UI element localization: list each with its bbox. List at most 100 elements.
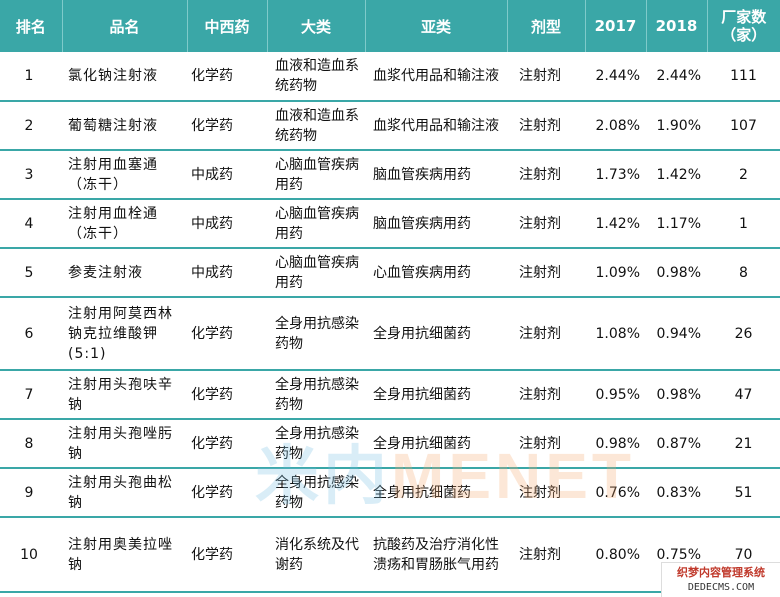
cell-2017: 0.95% <box>585 370 646 420</box>
table-row: 1 氯化钠注射液 化学药 血液和造血系统药物 血浆代用品和输注液 注射剂 2.44% 2.44… <box>0 52 780 102</box>
cell-rank: 2 <box>0 101 62 151</box>
cell-subcategory: 全身用抗细菌药 <box>365 468 507 518</box>
cell-name: 氯化钠注射液 <box>62 52 187 102</box>
cell-subcategory: 血浆代用品和输注液 <box>365 101 507 151</box>
cell-2018: 1.42% <box>646 150 707 200</box>
cell-makers: 8 <box>707 248 780 298</box>
cell-2017: 2.44% <box>585 52 646 102</box>
corner-logo: 织梦内容管理系统 DEDECMS.COM <box>661 562 780 597</box>
table-row: 7 注射用头孢呋辛钠 化学药 全身用抗感染药物 全身用抗细菌药 注射剂 0.95% 0.98%… <box>0 370 780 420</box>
cell-kind: 中成药 <box>187 248 267 298</box>
cell-subcategory: 全身用抗细菌药 <box>365 419 507 469</box>
cell-form: 注射剂 <box>507 199 585 249</box>
cell-rank: 6 <box>0 297 62 371</box>
cell-category: 血液和造血系统药物 <box>267 101 365 151</box>
cell-subcategory: 全身用抗细菌药 <box>365 370 507 420</box>
table-row: 2 葡萄糖注射液 化学药 血液和造血系统药物 血浆代用品和输注液 注射剂 2.08% 1.90… <box>0 101 780 151</box>
cell-category: 心脑血管疾病用药 <box>267 248 365 298</box>
cell-name: 注射用头孢唑肟钠 <box>62 419 187 469</box>
table-header-row: 排名 品名 中西药 大类 亚类 剂型 2017 2018 厂家数（家） <box>0 0 780 52</box>
header-rank: 排名 <box>0 0 63 52</box>
cell-kind: 中成药 <box>187 199 267 249</box>
cell-category: 全身用抗感染药物 <box>267 370 365 420</box>
table-row: 6 注射用阿莫西林钠克拉维酸钾(5:1) 化学药 全身用抗感染药物 全身用抗细菌药 注射剂… <box>0 297 780 371</box>
cell-category: 全身用抗感染药物 <box>267 419 365 469</box>
corner-logo-line2: DEDECMS.COM <box>687 582 755 593</box>
cell-makers: 2 <box>707 150 780 200</box>
cell-form: 注射剂 <box>507 150 585 200</box>
cell-2018: 2.44% <box>646 52 707 102</box>
cell-subcategory: 血浆代用品和输注液 <box>365 52 507 102</box>
cell-name: 注射用血栓通（冻干） <box>62 199 187 249</box>
cell-name: 注射用奥美拉唑钠 <box>62 517 187 593</box>
table-row: 3 注射用血塞通（冻干） 中成药 心脑血管疾病用药 脑血管疾病用药 注射剂 1.73% 1.4… <box>0 150 780 200</box>
cell-kind: 化学药 <box>187 517 267 593</box>
cell-name: 注射用血塞通（冻干） <box>62 150 187 200</box>
cell-name: 注射用阿莫西林钠克拉维酸钾(5:1) <box>62 297 187 371</box>
cell-subcategory: 脑血管疾病用药 <box>365 199 507 249</box>
cell-2018: 0.87% <box>646 419 707 469</box>
cell-subcategory: 脑血管疾病用药 <box>365 150 507 200</box>
cell-makers: 51 <box>707 468 780 518</box>
cell-makers: 26 <box>707 297 780 371</box>
cell-category: 消化系统及代谢药 <box>267 517 365 593</box>
header-form: 剂型 <box>507 0 586 52</box>
cell-makers: 1 <box>707 199 780 249</box>
cell-form: 注射剂 <box>507 101 585 151</box>
cell-2017: 2.08% <box>585 101 646 151</box>
cell-category: 血液和造血系统药物 <box>267 52 365 102</box>
header-name: 品名 <box>62 0 188 52</box>
cell-form: 注射剂 <box>507 297 585 371</box>
cell-2017: 0.76% <box>585 468 646 518</box>
cell-subcategory: 抗酸药及治疗消化性溃疡和胃肠胀气用药 <box>365 517 507 593</box>
cell-form: 注射剂 <box>507 370 585 420</box>
cell-rank: 10 <box>0 517 62 593</box>
cell-2017: 0.80% <box>585 517 646 593</box>
cell-2017: 1.08% <box>585 297 646 371</box>
cell-rank: 1 <box>0 52 62 102</box>
corner-logo-line1: 织梦内容管理系统 <box>677 566 765 579</box>
table-row: 10 注射用奥美拉唑钠 化学药 消化系统及代谢药 抗酸药及治疗消化性溃疡和胃肠胀气用药注… <box>0 517 780 593</box>
cell-rank: 7 <box>0 370 62 420</box>
cell-rank: 5 <box>0 248 62 298</box>
cell-form: 注射剂 <box>507 468 585 518</box>
cell-rank: 3 <box>0 150 62 200</box>
cell-2018: 0.83% <box>646 468 707 518</box>
cell-kind: 中成药 <box>187 150 267 200</box>
cell-2018: 1.17% <box>646 199 707 249</box>
table-row: 9 注射用头孢曲松钠 化学药 全身用抗感染药物 全身用抗细菌药 注射剂 0.76% 0.83%… <box>0 468 780 518</box>
cell-category: 心脑血管疾病用药 <box>267 150 365 200</box>
cell-name: 葡萄糖注射液 <box>62 101 187 151</box>
cell-category: 全身用抗感染药物 <box>267 468 365 518</box>
table-row: 5 参麦注射液 中成药 心脑血管疾病用药 心血管疾病用药 注射剂 1.09% 0.98% 8 <box>0 248 780 298</box>
cell-kind: 化学药 <box>187 101 267 151</box>
cell-2018: 0.98% <box>646 248 707 298</box>
cell-form: 注射剂 <box>507 248 585 298</box>
cell-makers: 21 <box>707 419 780 469</box>
cell-form: 注射剂 <box>507 517 585 593</box>
cell-2017: 1.73% <box>585 150 646 200</box>
cell-kind: 化学药 <box>187 370 267 420</box>
header-kind: 中西药 <box>187 0 268 52</box>
cell-2018: 0.94% <box>646 297 707 371</box>
cell-2017: 0.98% <box>585 419 646 469</box>
cell-name: 注射用头孢呋辛钠 <box>62 370 187 420</box>
cell-kind: 化学药 <box>187 52 267 102</box>
cell-rank: 8 <box>0 419 62 469</box>
cell-subcategory: 心血管疾病用药 <box>365 248 507 298</box>
cell-name: 参麦注射液 <box>62 248 187 298</box>
cell-rank: 4 <box>0 199 62 249</box>
cell-kind: 化学药 <box>187 468 267 518</box>
table-row: 8 注射用头孢唑肟钠 化学药 全身用抗感染药物 全身用抗细菌药 注射剂 0.98% 0.87%… <box>0 419 780 469</box>
cell-2018: 0.98% <box>646 370 707 420</box>
cell-form: 注射剂 <box>507 419 585 469</box>
cell-makers: 107 <box>707 101 780 151</box>
cell-2017: 1.09% <box>585 248 646 298</box>
cell-kind: 化学药 <box>187 419 267 469</box>
cell-makers: 47 <box>707 370 780 420</box>
cell-category: 心脑血管疾病用药 <box>267 199 365 249</box>
cell-2017: 1.42% <box>585 199 646 249</box>
header-2018: 2018 <box>646 0 708 52</box>
